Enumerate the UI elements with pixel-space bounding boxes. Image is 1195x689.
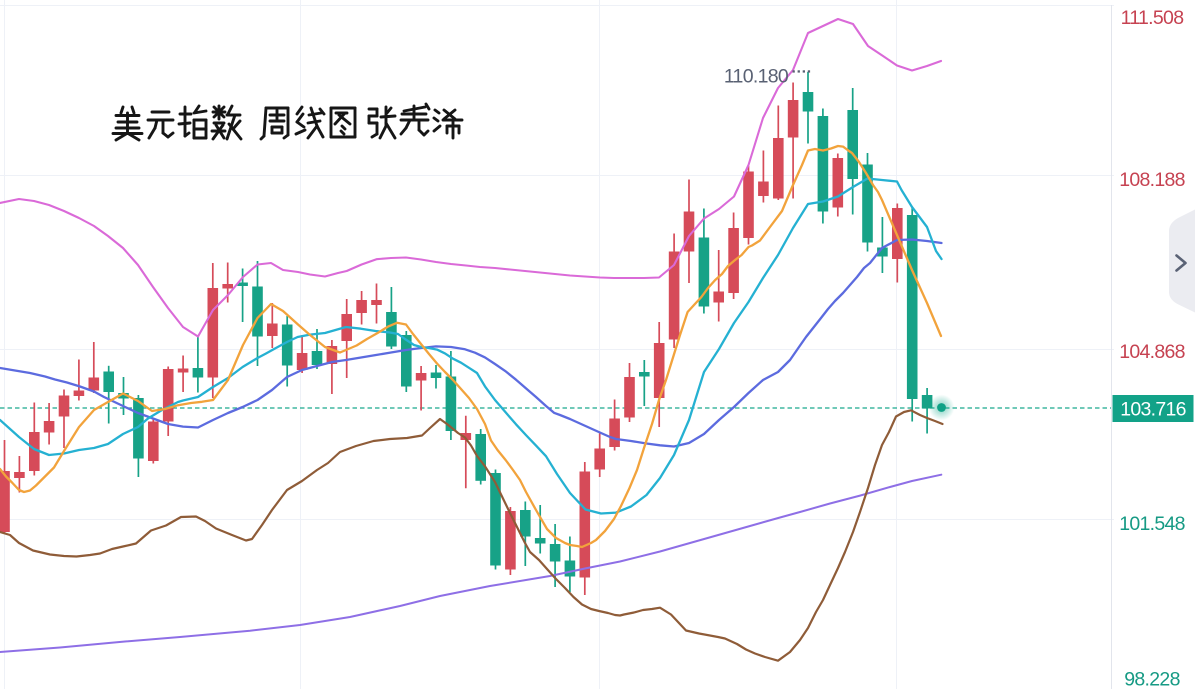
svg-text:110.180: 110.180 — [724, 66, 789, 88]
svg-text:111.508: 111.508 — [1121, 7, 1184, 29]
svg-text:108.188: 108.188 — [1119, 169, 1185, 191]
svg-text:98.228: 98.228 — [1124, 669, 1179, 689]
svg-text:101.548: 101.548 — [1119, 513, 1185, 535]
svg-text:104.868: 104.868 — [1119, 341, 1185, 363]
svg-text:103.716: 103.716 — [1120, 399, 1186, 421]
